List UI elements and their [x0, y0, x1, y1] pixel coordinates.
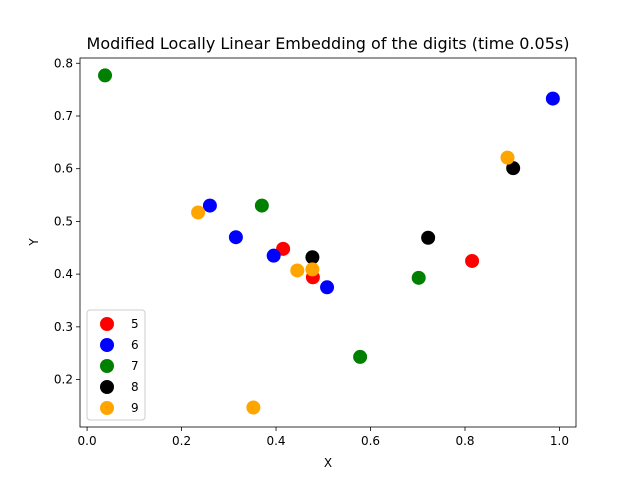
- legend-marker-digit-9: [100, 401, 114, 415]
- scatter-point-digit-6: [320, 280, 335, 295]
- legend-label-digit-9: 9: [131, 401, 139, 415]
- x-tick-label: 0.4: [266, 434, 285, 448]
- scatter-point-digit-7: [98, 68, 113, 83]
- x-tick-label: 0.8: [455, 434, 474, 448]
- legend-label-digit-5: 5: [131, 317, 139, 331]
- scatter-point-digit-8: [421, 230, 436, 245]
- y-tick-label: 0.7: [54, 109, 73, 123]
- x-tick-label: 0.6: [361, 434, 380, 448]
- y-tick-label: 0.6: [54, 162, 73, 176]
- scatter-point-digit-6: [266, 248, 281, 263]
- y-axis-label: Y: [27, 238, 41, 247]
- points-layer: [98, 68, 560, 415]
- legend-marker-digit-5: [100, 317, 114, 331]
- scatter-point-digit-9: [191, 205, 206, 220]
- scatter-point-digit-9: [246, 400, 261, 415]
- scatter-point-digit-7: [254, 198, 269, 213]
- scatter-point-digit-5: [465, 253, 480, 268]
- y-tick-label: 0.8: [54, 56, 73, 70]
- x-tick-label: 0.0: [78, 434, 97, 448]
- x-tick-label: 1.0: [550, 434, 569, 448]
- scatter-point-digit-9: [290, 263, 305, 278]
- legend-frame: [86, 309, 146, 421]
- legend-marker-digit-7: [100, 359, 114, 373]
- y-tick-label: 0.4: [54, 267, 73, 281]
- y-tick-label: 0.2: [54, 373, 73, 387]
- scatter-point-digit-7: [353, 349, 368, 364]
- x-axis: 0.0 0.2 0.4 0.6 0.8 1.0: [78, 427, 569, 448]
- scatter-point-digit-6: [545, 91, 560, 106]
- scatter-point-digit-9: [500, 150, 515, 165]
- scatter-point-digit-7: [411, 270, 426, 285]
- x-tick-label: 0.2: [172, 434, 191, 448]
- y-axis: 0.2 0.3 0.4 0.5 0.6 0.7 0.8: [54, 56, 80, 387]
- legend-marker-digit-6: [100, 338, 114, 352]
- x-axis-label: X: [324, 456, 332, 470]
- scatter-point-digit-8: [506, 161, 521, 176]
- scatter-point-digit-6: [228, 230, 243, 245]
- legend-label-digit-7: 7: [131, 359, 139, 373]
- y-tick-label: 0.3: [54, 320, 73, 334]
- legend-marker-digit-8: [100, 380, 114, 394]
- legend-label-digit-8: 8: [131, 380, 139, 394]
- scatter-point-digit-6: [202, 198, 217, 213]
- chart-title: Modified Locally Linear Embedding of the…: [87, 34, 570, 53]
- scatter-point-digit-9: [305, 262, 320, 277]
- scatter-point-digit-8: [305, 250, 320, 265]
- legend-label-digit-6: 6: [131, 338, 139, 352]
- y-tick-label: 0.5: [54, 214, 73, 228]
- legend: 5 6 7 8 9: [86, 309, 146, 421]
- plot-frame: [79, 57, 577, 428]
